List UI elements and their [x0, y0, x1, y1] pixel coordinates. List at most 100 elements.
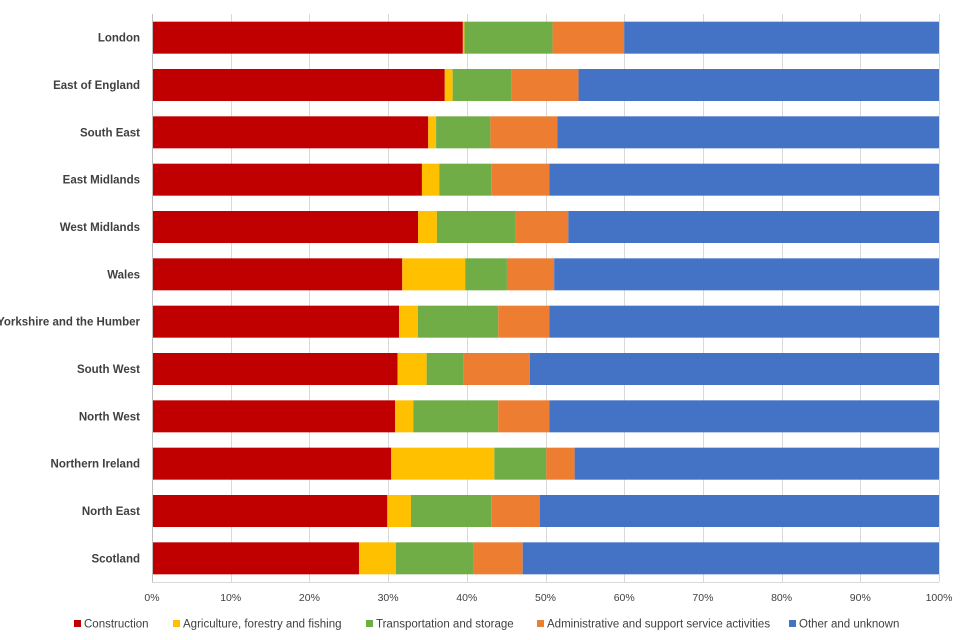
- bar-segment-3: [439, 163, 492, 196]
- bar-segment-1: [152, 21, 463, 54]
- legend-swatch: [173, 620, 180, 627]
- category-label: Northern Ireland: [51, 459, 140, 471]
- bar-segment-5: [549, 400, 939, 433]
- bar-segment-1: [152, 400, 396, 433]
- bar-segment-1: [152, 69, 445, 101]
- bar-segment-3: [426, 353, 464, 385]
- legend-swatch: [537, 620, 544, 627]
- x-tick-label: 0%: [144, 592, 159, 604]
- x-tick-label: 40%: [456, 592, 477, 604]
- bar-segment-1: [152, 495, 388, 527]
- bar-segment-3: [452, 69, 512, 101]
- bar-segment-1: [152, 258, 403, 291]
- bar-segment-1: [152, 305, 400, 338]
- bar-segment-3: [465, 258, 507, 291]
- bar-segment-2: [428, 116, 437, 149]
- category-label: South East: [80, 127, 140, 139]
- x-tick-label: 30%: [378, 592, 399, 604]
- category-label: Scotland: [91, 553, 140, 565]
- category-label: West Midlands: [60, 222, 140, 234]
- bar-segment-2: [418, 211, 437, 243]
- legend-label: Agriculture, forestry and fishing: [183, 619, 342, 631]
- bar-segment-5: [549, 305, 939, 338]
- x-tick-label: 100%: [926, 592, 953, 604]
- bar-segment-5: [568, 211, 939, 243]
- legend-label: Other and unknown: [799, 619, 899, 631]
- legend-swatch: [366, 620, 373, 627]
- category-label: North West: [79, 411, 140, 423]
- category-label: Wales: [107, 269, 140, 281]
- gridlines: [152, 14, 940, 582]
- bar-segment-4: [491, 163, 550, 196]
- bar-segment-3: [494, 447, 547, 480]
- bar-segment-4: [515, 211, 569, 243]
- legend-label: Administrative and support service activ…: [547, 619, 770, 631]
- bar-segment-3: [436, 116, 491, 149]
- bar-segment-5: [529, 353, 939, 385]
- bar-segment-5: [549, 163, 939, 196]
- x-tick-label: 80%: [771, 592, 792, 604]
- bar-segment-2: [391, 447, 495, 480]
- bar-segment-3: [395, 542, 474, 575]
- bar-segment-2: [387, 495, 411, 527]
- bar-segment-2: [421, 163, 440, 196]
- legend-swatch: [74, 620, 81, 627]
- bar-segment-4: [463, 353, 530, 385]
- bar-segment-4: [546, 447, 575, 480]
- bar-segment-5: [624, 21, 939, 54]
- x-tick-label: 50%: [535, 592, 556, 604]
- bar-segment-3: [436, 211, 516, 243]
- bar-segment-1: [152, 116, 429, 149]
- x-tick-label: 90%: [850, 592, 871, 604]
- bar-segment-1: [152, 163, 422, 196]
- legend-label: Transportation and storage: [376, 619, 514, 631]
- bar-segment-5: [574, 447, 939, 480]
- bar-segment-5: [557, 116, 939, 149]
- bar-segment-4: [511, 69, 579, 101]
- bar-segment-2: [444, 69, 453, 101]
- bar-segment-1: [152, 447, 392, 480]
- bar-segment-5: [522, 542, 939, 575]
- bar-segment-5: [578, 69, 939, 101]
- bar-segment-5: [539, 495, 939, 527]
- category-labels: London East of England South East East Midl…: [0, 33, 141, 566]
- bars: [152, 21, 939, 575]
- legend: Construction Agriculture, forestry and fi…: [74, 619, 899, 631]
- bar-segment-2: [395, 400, 414, 433]
- x-tick-label: 70%: [692, 592, 713, 604]
- bar-segment-4: [552, 21, 625, 54]
- x-tick-label: 20%: [299, 592, 320, 604]
- bar-segment-2: [399, 305, 419, 338]
- legend-swatch: [789, 620, 796, 627]
- bar-segment-3: [410, 495, 492, 527]
- bar-segment-3: [413, 400, 499, 433]
- category-label: East Midlands: [63, 175, 140, 187]
- category-label: London: [98, 33, 140, 45]
- bar-segment-3: [418, 305, 499, 338]
- x-tick-label: 10%: [220, 592, 241, 604]
- category-label: East of England: [53, 80, 140, 92]
- bar-segment-4: [506, 258, 555, 291]
- bar-segment-1: [152, 211, 419, 243]
- bar-segment-5: [554, 258, 939, 291]
- x-tick-label: 60%: [614, 592, 635, 604]
- bar-segment-1: [152, 353, 398, 385]
- bar-segment-4: [491, 495, 540, 527]
- bar-segment-2: [462, 21, 465, 54]
- bar-segment-2: [358, 542, 396, 575]
- bar-segment-4: [473, 542, 523, 575]
- bar-segment-4: [498, 400, 550, 433]
- bar-segment-2: [397, 353, 427, 385]
- bar-segment-3: [464, 21, 553, 54]
- category-label: North East: [82, 506, 140, 518]
- bar-segment-4: [490, 116, 558, 149]
- legend-label: Construction: [84, 619, 149, 631]
- bar-segment-1: [152, 542, 359, 575]
- category-label: Yorkshire and the Humber: [0, 317, 141, 329]
- category-label: South West: [77, 364, 140, 376]
- bar-segment-4: [498, 305, 550, 338]
- bar-segment-2: [402, 258, 466, 291]
- category-axis-line: [152, 14, 939, 583]
- x-tick-labels: 0% 10% 20% 30% 40% 50% 60% 70% 80% 90% 100%: [144, 592, 952, 604]
